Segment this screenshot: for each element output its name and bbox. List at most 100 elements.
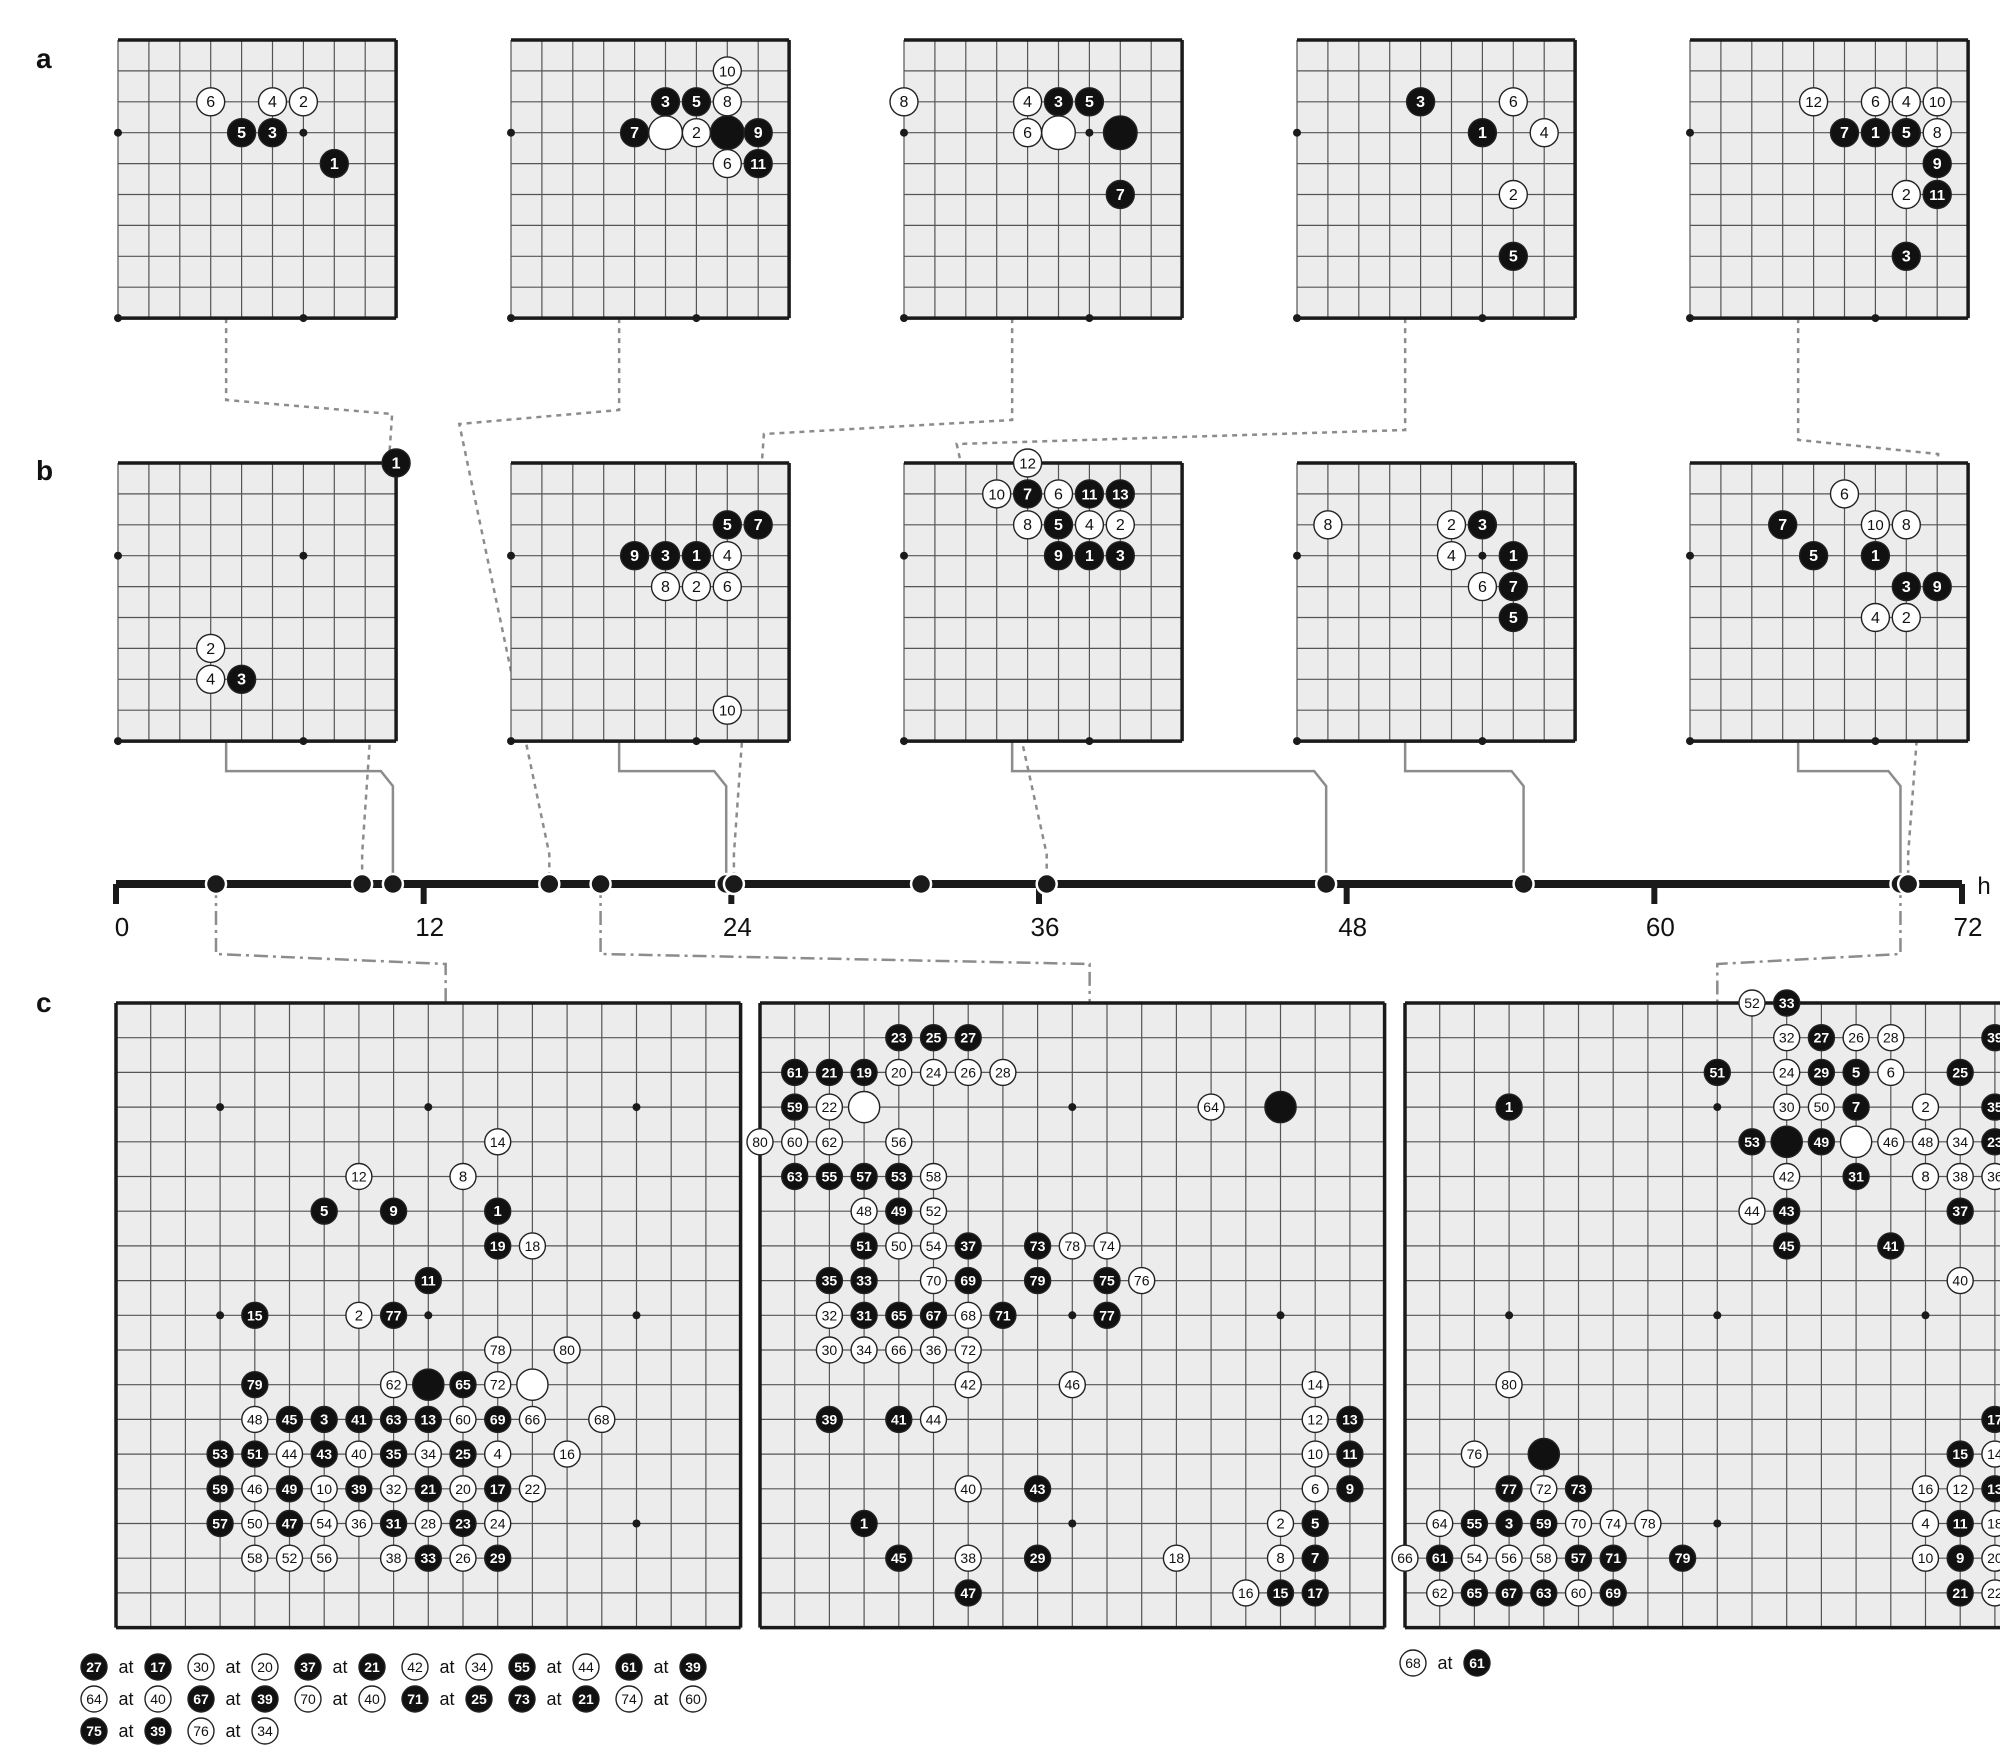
black-stone (484, 1405, 512, 1434)
white-stone (241, 1405, 269, 1434)
board-background (1690, 40, 1969, 319)
white-stone (648, 115, 684, 151)
star-point (299, 314, 308, 323)
move-number: 36 (926, 1342, 942, 1358)
move-number: 9 (1933, 579, 1942, 596)
black-stone (850, 1162, 878, 1191)
footnote-item: 76 at 34 (187, 1717, 279, 1745)
move-number: 70 (926, 1273, 942, 1289)
move-number: 27 (1814, 1030, 1830, 1046)
connector-dash-dot (214, 884, 447, 1003)
white-stone (275, 1544, 304, 1572)
star-point (900, 128, 908, 137)
white-stone (1012, 510, 1043, 540)
black-stone (1527, 1437, 1561, 1471)
move-number: 3 (237, 672, 246, 689)
black-stone (681, 541, 712, 571)
move-number: 8 (1276, 1550, 1284, 1567)
move-number: 7 (1116, 187, 1125, 204)
white-stone (195, 664, 226, 694)
black-stone (1770, 1125, 1803, 1159)
timeline-marker (589, 872, 612, 896)
black-stone (1946, 1058, 1974, 1087)
board-background (511, 463, 790, 742)
black-stone (1891, 117, 1922, 148)
black-stone (465, 1685, 493, 1713)
move-number: 60 (685, 1691, 701, 1707)
timeline-marker (350, 872, 374, 896)
white-stone (889, 87, 919, 117)
black-stone (1599, 1544, 1627, 1572)
timeline-tick-label: 24 (723, 912, 752, 942)
black-stone (650, 541, 681, 571)
black-stone (1495, 1093, 1523, 1121)
white-stone (518, 1232, 547, 1260)
black-stone (850, 1509, 878, 1538)
white-stone (1040, 115, 1076, 151)
white-stone (251, 1717, 279, 1745)
black-stone (743, 510, 773, 540)
black-stone (1798, 541, 1829, 571)
black-stone (815, 1266, 844, 1295)
footnote-joiner: at (439, 1689, 454, 1709)
white-stone (1058, 1232, 1087, 1260)
move-number: 73 (514, 1691, 530, 1707)
move-number: 79 (1030, 1273, 1046, 1289)
black-stone (358, 1653, 386, 1681)
white-stone (195, 87, 226, 117)
move-number: 6 (1054, 486, 1063, 503)
move-number: 7 (1023, 486, 1032, 503)
move-number: 75 (1099, 1273, 1115, 1289)
black-stone (1946, 1544, 1974, 1572)
black-stone (508, 1685, 536, 1713)
move-number: 25 (455, 1446, 471, 1462)
white-stone (1922, 87, 1952, 117)
black-stone (1093, 1266, 1121, 1295)
board-a-1: 6 4 2 5 3 1 (114, 38, 398, 323)
black-stone (1946, 1579, 1974, 1607)
move-number: 6 (1478, 579, 1487, 596)
black-stone (1981, 1093, 2000, 1121)
move-number: 3 (1902, 249, 1911, 266)
star-point (1478, 314, 1487, 323)
move-number: 4 (1447, 548, 1456, 565)
white-stone (815, 1301, 844, 1330)
footnote-item: 37 at 21 (294, 1653, 386, 1681)
board-background (1297, 40, 1576, 319)
white-stone (345, 1440, 373, 1468)
move-number: 30 (822, 1342, 838, 1358)
black-stone (815, 1058, 844, 1087)
white-stone (484, 1509, 512, 1538)
move-number: 56 (316, 1550, 332, 1566)
black-stone (414, 1266, 442, 1295)
white-stone (1495, 1370, 1523, 1399)
move-number: 25 (1952, 1064, 1968, 1080)
white-stone (1891, 87, 1922, 117)
move-number: 44 (1744, 1203, 1760, 1219)
white-stone (345, 1162, 373, 1191)
move-number: 6 (1023, 125, 1032, 142)
white-stone (885, 1058, 913, 1087)
move-number: 37 (960, 1238, 976, 1254)
move-number: 80 (559, 1342, 575, 1358)
move-number: 26 (960, 1064, 976, 1080)
black-stone (187, 1685, 215, 1713)
black-stone (1074, 541, 1105, 571)
move-number: 2 (1276, 1516, 1284, 1533)
move-number: 76 (1467, 1446, 1483, 1462)
black-stone (781, 1058, 809, 1087)
move-number: 54 (316, 1516, 332, 1532)
connector-dashed (732, 318, 1014, 884)
move-number: 52 (282, 1550, 298, 1566)
move-number: 11 (1342, 1446, 1357, 1462)
move-number: 4 (268, 94, 277, 111)
move-number: 45 (282, 1411, 298, 1427)
connector-dashed (1796, 318, 1940, 884)
move-number: 56 (891, 1134, 907, 1150)
move-number: 8 (1902, 517, 1911, 534)
move-number: 60 (787, 1134, 803, 1150)
move-number: 18 (1987, 1516, 2000, 1532)
move-number: 3 (1478, 517, 1487, 534)
white-stone (1946, 1128, 1974, 1156)
move-number: 22 (525, 1481, 541, 1497)
